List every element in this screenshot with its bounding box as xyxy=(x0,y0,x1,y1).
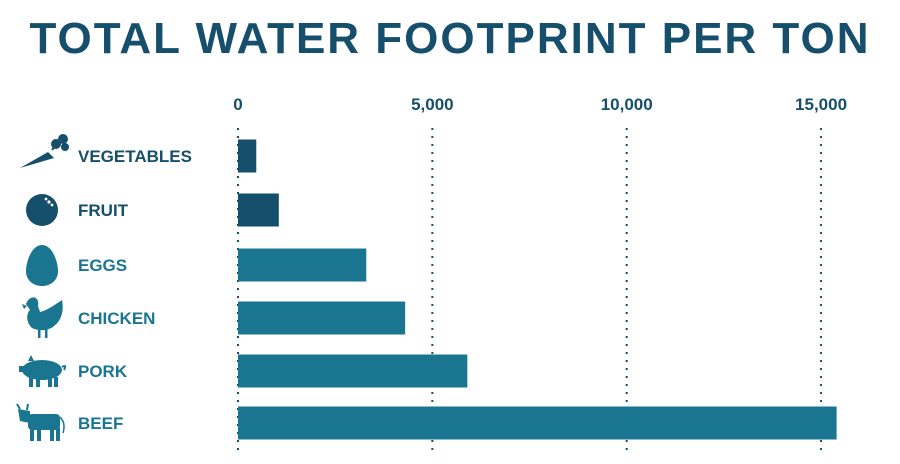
bar-fruit xyxy=(238,193,279,227)
x-tick-label: 15,000 xyxy=(795,95,847,114)
x-tick-label: 0 xyxy=(233,95,242,114)
bar-pork xyxy=(238,354,468,388)
category-label: VEGETABLES xyxy=(78,147,192,166)
category-label: PORK xyxy=(78,362,128,381)
category-label: FRUIT xyxy=(78,201,129,220)
egg-icon xyxy=(26,245,58,286)
bar-beef xyxy=(238,406,837,440)
cow-icon xyxy=(16,403,65,441)
bar-chicken xyxy=(238,301,406,335)
pig-icon xyxy=(19,355,67,387)
category-label: BEEF xyxy=(78,414,123,433)
category-label: CHICKEN xyxy=(78,309,155,328)
bar-vegetables xyxy=(238,139,257,173)
category-label: EGGS xyxy=(78,256,127,275)
carrot-icon xyxy=(20,134,69,168)
orange-icon xyxy=(26,194,58,226)
chicken-icon xyxy=(22,297,63,338)
chart-title: TOTAL WATER FOOTPRINT PER TON xyxy=(29,14,871,63)
bar-eggs xyxy=(238,248,367,282)
x-tick-label: 5,000 xyxy=(411,95,454,114)
x-tick-label: 10,000 xyxy=(601,95,653,114)
